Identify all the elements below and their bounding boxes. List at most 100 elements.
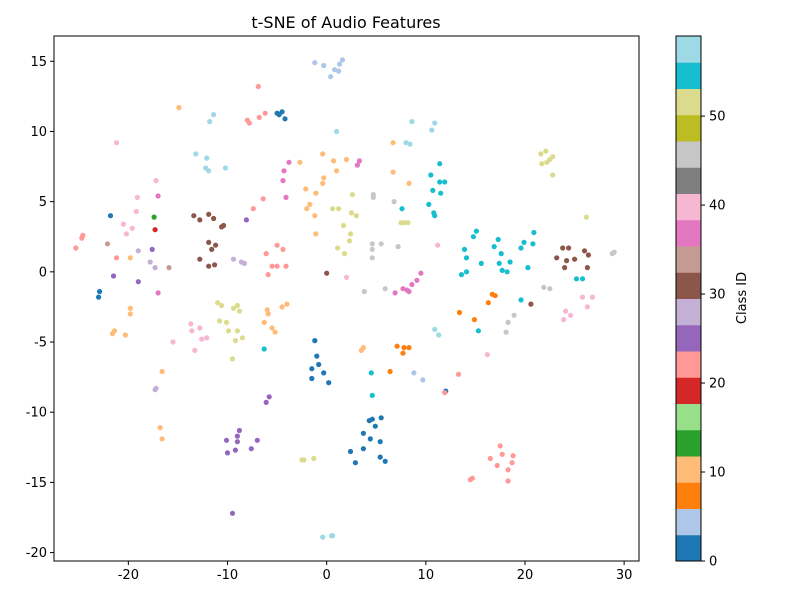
- data-point: [282, 116, 288, 122]
- data-point: [234, 302, 240, 309]
- data-point: [461, 246, 468, 252]
- data-point: [406, 345, 412, 351]
- data-point: [159, 368, 165, 375]
- data-point: [176, 105, 182, 111]
- data-point: [437, 161, 443, 167]
- data-point: [107, 213, 114, 219]
- data-point: [232, 447, 238, 453]
- data-point: [399, 206, 405, 212]
- data-point: [324, 270, 330, 276]
- data-point: [348, 210, 355, 216]
- data-point: [492, 293, 498, 299]
- data-point: [395, 244, 401, 250]
- data-point: [133, 208, 139, 215]
- data-point: [495, 236, 501, 243]
- data-point: [346, 238, 353, 244]
- y-tick-label: -10: [26, 406, 47, 421]
- data-point: [113, 140, 120, 146]
- data-point: [510, 453, 516, 459]
- colorbar-segment: [676, 141, 701, 168]
- colorbar-tick-label: 50: [709, 110, 726, 125]
- data-point: [221, 222, 227, 229]
- data-point: [284, 301, 290, 307]
- data-point: [456, 309, 463, 316]
- x-tick-label: 30: [616, 568, 633, 583]
- data-point: [505, 467, 511, 473]
- data-point: [360, 430, 366, 436]
- data-point: [135, 279, 141, 285]
- data-point: [566, 245, 572, 251]
- data-point: [313, 231, 319, 237]
- data-point: [197, 256, 203, 262]
- data-point: [147, 259, 153, 265]
- data-point: [230, 305, 237, 311]
- data-point: [341, 251, 348, 257]
- data-point: [382, 458, 388, 464]
- data-point: [127, 255, 133, 261]
- data-point: [212, 262, 218, 268]
- data-point: [329, 533, 335, 539]
- data-point: [152, 227, 158, 233]
- data-point: [352, 460, 358, 466]
- data-point: [312, 213, 318, 219]
- data-point: [572, 256, 578, 262]
- colorbar-segment: [676, 272, 701, 299]
- data-point: [387, 368, 393, 375]
- data-point: [463, 269, 470, 275]
- data-points: [73, 57, 617, 540]
- data-point: [264, 307, 270, 313]
- data-point: [561, 317, 567, 323]
- data-point: [157, 425, 163, 431]
- data-point: [336, 68, 342, 74]
- data-point: [406, 180, 412, 186]
- data-point: [155, 193, 161, 199]
- data-point: [428, 172, 434, 178]
- data-point: [211, 215, 217, 222]
- data-point: [301, 457, 307, 463]
- data-point: [401, 345, 407, 351]
- data-point: [491, 244, 497, 250]
- data-point: [562, 265, 568, 271]
- data-point: [266, 394, 272, 400]
- data-point: [409, 119, 415, 125]
- data-point: [484, 352, 490, 358]
- data-point: [499, 451, 505, 457]
- data-point: [279, 304, 285, 310]
- data-point: [369, 392, 375, 398]
- data-point: [320, 534, 326, 540]
- data-point: [539, 161, 545, 167]
- data-point: [204, 335, 210, 341]
- data-point: [407, 141, 413, 147]
- data-point: [152, 265, 158, 271]
- data-point: [239, 335, 245, 341]
- data-point: [193, 151, 199, 157]
- data-point: [358, 347, 364, 353]
- data-point: [312, 60, 318, 66]
- data-point: [236, 427, 242, 434]
- data-point: [377, 454, 383, 460]
- data-point: [377, 439, 383, 445]
- data-point: [507, 259, 513, 265]
- data-point: [321, 62, 327, 69]
- data-point: [320, 180, 326, 186]
- data-point: [223, 437, 230, 443]
- data-point: [236, 308, 242, 314]
- data-point: [261, 319, 267, 325]
- data-point: [127, 311, 133, 317]
- data-point: [505, 478, 511, 484]
- data-point: [206, 168, 212, 174]
- data-point: [528, 301, 534, 307]
- data-point: [583, 214, 590, 220]
- data-point: [518, 245, 524, 251]
- y-tick-label: 5: [39, 195, 47, 210]
- data-point: [134, 194, 140, 200]
- data-point: [560, 245, 566, 251]
- data-point: [496, 260, 502, 266]
- data-point: [314, 353, 320, 359]
- data-point: [309, 366, 315, 372]
- data-point: [518, 297, 524, 303]
- data-point: [297, 159, 303, 165]
- x-tick-label: -10: [217, 568, 238, 583]
- data-point: [313, 190, 319, 196]
